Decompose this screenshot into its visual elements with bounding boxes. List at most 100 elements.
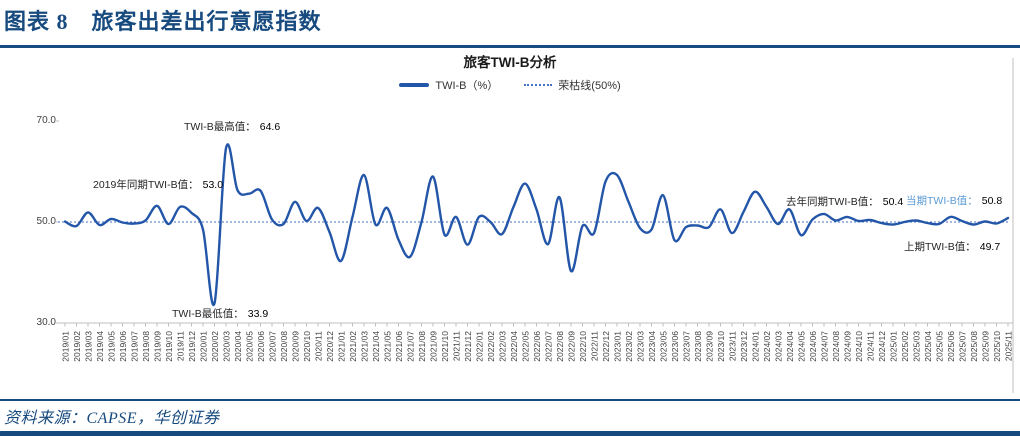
x-axis-tick-label: 2021/03 xyxy=(360,331,370,362)
x-axis-tick-label: 2020/09 xyxy=(291,331,301,362)
solid-line-swatch-icon xyxy=(399,83,430,87)
x-axis-tick-label: 2025/07 xyxy=(958,331,968,362)
x-axis-tick-label: 2023/02 xyxy=(624,331,634,362)
y-axis-tick-label: 70.0 xyxy=(36,115,56,126)
x-axis-tick-label: 2022/02 xyxy=(486,331,496,362)
chart-legend: TWI-B（%） 荣枯线(50%) xyxy=(0,77,1020,93)
legend-label: 荣枯线(50%) xyxy=(558,80,621,92)
x-axis-tick-label: 2022/10 xyxy=(578,331,588,362)
x-axis-tick-label: 2024/07 xyxy=(820,331,830,362)
x-axis-tick-label: 2023/11 xyxy=(728,331,738,361)
x-axis-tick-label: 2020/11 xyxy=(314,331,324,361)
x-axis-tick-label: 2025/10 xyxy=(992,331,1002,362)
y-axis-tick-label: 30.0 xyxy=(36,317,56,328)
x-axis-tick-label: 2019/03 xyxy=(84,331,94,362)
x-axis-tick-label: 2022/03 xyxy=(498,331,508,362)
x-axis-tick-label: 2024/08 xyxy=(831,331,841,362)
x-axis-tick-label: 2021/01 xyxy=(337,331,347,362)
legend-item-twib: TWI-B（%） xyxy=(399,77,498,93)
x-axis-tick-label: 2025/02 xyxy=(900,331,910,362)
x-axis-tick-label: 2024/10 xyxy=(854,331,864,362)
x-axis-tick-label: 2021/08 xyxy=(417,331,427,362)
x-axis-tick-label: 2020/01 xyxy=(199,331,209,362)
x-axis-tick-label: 2019/04 xyxy=(95,331,105,362)
x-axis-tick-label: 2022/06 xyxy=(532,331,542,362)
x-axis-tick-label: 2023/01 xyxy=(613,331,623,362)
x-axis-tick-label: 2020/04 xyxy=(233,331,243,362)
x-axis-tick-label: 2019/10 xyxy=(164,331,174,362)
x-axis-tick-label: 2020/02 xyxy=(210,331,220,362)
x-axis-tick-label: 2022/07 xyxy=(544,331,554,362)
annotation-previous-period: 上期TWI-B值： 49.7 xyxy=(904,241,1001,253)
x-axis-tick-label: 2023/07 xyxy=(682,331,692,362)
x-axis-tick-label: 2022/01 xyxy=(475,331,485,362)
x-axis-tick-label: 2022/08 xyxy=(555,331,565,362)
x-axis-tick-label: 2024/06 xyxy=(808,331,818,362)
x-axis-tick-label: 2025/03 xyxy=(912,331,922,362)
x-axis-tick-label: 2021/07 xyxy=(406,331,416,362)
x-axis-tick-label: 2023/03 xyxy=(636,331,646,362)
x-axis-tick-label: 2024/05 xyxy=(797,331,807,362)
x-axis-tick-label: 2021/06 xyxy=(394,331,404,362)
x-axis-tick-label: 2023/10 xyxy=(716,331,726,362)
x-axis-tick-label: 2023/06 xyxy=(670,331,680,362)
data-source: 资料来源：CAPSE，华创证券 xyxy=(4,410,220,427)
annotation-min-value: TWI-B最低值： 33.9 xyxy=(172,308,269,320)
annotation-last-year-same-period: 去年同期TWI-B值： 50.4 xyxy=(786,196,904,208)
x-axis-tick-label: 2025/11 xyxy=(1004,331,1014,361)
x-axis-tick-label: 2019/09 xyxy=(153,331,163,362)
annotation-max-value: TWI-B最高值： 64.6 xyxy=(184,121,281,133)
page-footer-bar xyxy=(0,431,1020,436)
x-axis-tick-label: 2022/05 xyxy=(521,331,531,362)
x-axis-tick-label: 2019/11 xyxy=(176,331,186,361)
y-axis-tick-label: 50.0 xyxy=(36,216,56,227)
caption-divider xyxy=(0,45,1020,48)
x-axis-tick-label: 2020/05 xyxy=(245,331,255,362)
legend-item-boomline: 荣枯线(50%) xyxy=(524,77,621,93)
x-axis-tick-label: 2022/09 xyxy=(567,331,577,362)
x-axis-tick-label: 2024/04 xyxy=(785,331,795,362)
twi-b-series-line xyxy=(63,143,1010,307)
x-axis-tick-label: 2021/12 xyxy=(463,331,473,362)
axes xyxy=(55,58,1014,393)
x-axis-tick-label: 2021/10 xyxy=(440,331,450,362)
chart-title: 旅客TWI-B分析 xyxy=(463,55,557,70)
x-axis-tick-label: 2021/05 xyxy=(383,331,393,362)
annotation-2019-same-period: 2019年同期TWI-B值： 53.0 xyxy=(93,179,224,191)
x-axis-tick-label: 2019/08 xyxy=(141,331,151,362)
x-axis-tick-label: 2023/04 xyxy=(647,331,657,362)
x-axis-tick-label: 2024/09 xyxy=(843,331,853,362)
x-axis-tick-label: 2019/07 xyxy=(130,331,140,362)
x-axis-tick-label: 2024/11 xyxy=(866,331,876,361)
dotted-line-swatch-icon xyxy=(524,84,553,86)
annotation-current-period: 当期TWI-B值： 50.8 xyxy=(906,195,1003,207)
x-axis-tick-label: 2021/09 xyxy=(429,331,439,362)
x-axis-tick-label: 2019/05 xyxy=(107,331,117,362)
x-axis-tick-label: 2023/08 xyxy=(693,331,703,362)
x-axis-tick-label: 2025/08 xyxy=(969,331,979,362)
x-axis-tick-label: 2019/02 xyxy=(72,331,82,362)
x-axis-tick-label: 2020/07 xyxy=(268,331,278,362)
x-axis-tick-label: 2020/06 xyxy=(256,331,266,362)
x-axis-tick-label: 2025/06 xyxy=(946,331,956,362)
figure-caption: 图表 8 旅客出差出行意愿指数 xyxy=(4,9,322,34)
x-axis-tick-label: 2023/05 xyxy=(659,331,669,362)
x-axis-tick-label: 2024/03 xyxy=(774,331,784,362)
x-axis-tick-label: 2025/01 xyxy=(889,331,899,362)
x-axis-tick-label: 2019/06 xyxy=(118,331,128,362)
x-axis-tick-label: 2022/12 xyxy=(601,331,611,362)
x-axis-tick-label: 2025/09 xyxy=(981,331,991,362)
x-axis-tick-label: 2022/04 xyxy=(509,331,519,362)
x-axis-tick-label: 2022/11 xyxy=(590,331,600,361)
x-axis-tick-label: 2024/12 xyxy=(877,331,887,362)
x-axis-tick-label: 2024/02 xyxy=(762,331,772,362)
x-axis-tick-label: 2020/03 xyxy=(222,331,232,362)
source-divider xyxy=(0,399,1020,401)
x-axis-labels: 2019/01 2019/02 2019/03 2019/04 2019/05 2019/… xyxy=(61,323,1014,362)
x-axis-tick-label: 2021/02 xyxy=(348,331,358,362)
x-axis-tick-label: 2023/12 xyxy=(739,331,749,362)
x-axis-tick-label: 2020/12 xyxy=(325,331,335,362)
x-axis-tick-label: 2025/05 xyxy=(935,331,945,362)
legend-label: TWI-B（%） xyxy=(435,80,499,92)
